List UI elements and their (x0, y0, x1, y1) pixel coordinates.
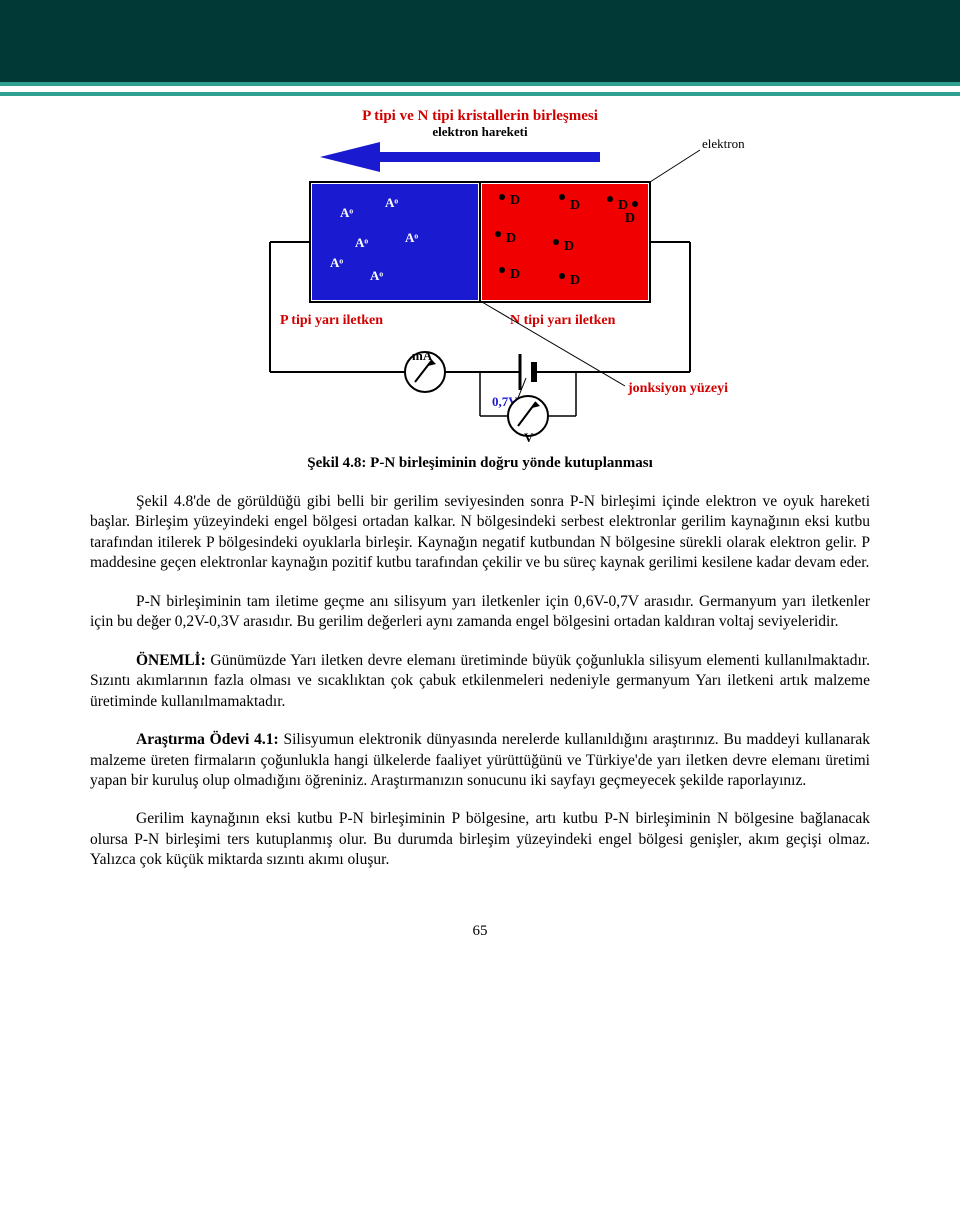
page-number: 65 (90, 923, 870, 940)
voltmeter-label: V (524, 430, 534, 442)
svg-text:Aᵒ: Aᵒ (385, 195, 398, 210)
paragraph-4: Araştırma Ödevi 4.1: Silisyumun elektron… (90, 730, 870, 791)
paragraph-3: ÖNEMLİ: Günümüzde Yarı iletken devre ele… (90, 651, 870, 712)
paragraph-5: Gerilim kaynağının eksi kutbu P-N birleş… (90, 809, 870, 870)
figure-caption: Şekil 4.8: P-N birleşiminin doğru yönde … (90, 455, 870, 472)
doc-header-bar (0, 0, 960, 86)
paragraph-3-rest: Günümüzde Yarı iletken devre elemanı üre… (90, 652, 870, 710)
svg-text:Aᵒ: Aᵒ (355, 235, 368, 250)
svg-text:Aᵒ: Aᵒ (340, 205, 353, 220)
paragraph-2: P-N birleşiminin tam iletime geçme anı s… (90, 592, 870, 633)
junction-label: jonksiyon yüzeyi (627, 381, 728, 396)
electron-motion-arrow (320, 142, 600, 172)
svg-text:D: D (570, 198, 580, 213)
paragraph-3-lead: ÖNEMLİ: (136, 652, 206, 669)
diagram-title: P tipi ve N tipi kristallerin birleşmesi (362, 108, 598, 124)
electron-label: elektron (702, 136, 745, 151)
svg-text:Aᵒ: Aᵒ (370, 268, 383, 283)
svg-text:D: D (510, 193, 520, 208)
diagram-subtitle: elektron hareketi (432, 124, 528, 139)
svg-text:D: D (625, 211, 635, 226)
svg-text:D: D (510, 267, 520, 282)
circuit-diagram: P tipi ve N tipi kristallerin birleşmesi… (90, 102, 870, 447)
svg-text:Aᵒ: Aᵒ (405, 230, 418, 245)
svg-text:D: D (570, 273, 580, 288)
paragraph-4-lead: Araştırma Ödevi 4.1: (136, 731, 279, 748)
svg-text:D: D (564, 239, 574, 254)
pn-junction-diagram-svg: P tipi ve N tipi kristallerin birleşmesi… (210, 102, 750, 442)
svg-text:Aᵒ: Aᵒ (330, 255, 343, 270)
ammeter-label: mA (412, 348, 433, 363)
paragraph-1: Şekil 4.8'de de görüldüğü gibi belli bir… (90, 492, 870, 574)
svg-text:D: D (506, 231, 516, 246)
n-type-label: N tipi yarı iletken (510, 313, 616, 328)
p-type-label: P tipi yarı iletken (280, 313, 383, 328)
page-content: P tipi ve N tipi kristallerin birleşmesi… (90, 96, 870, 980)
